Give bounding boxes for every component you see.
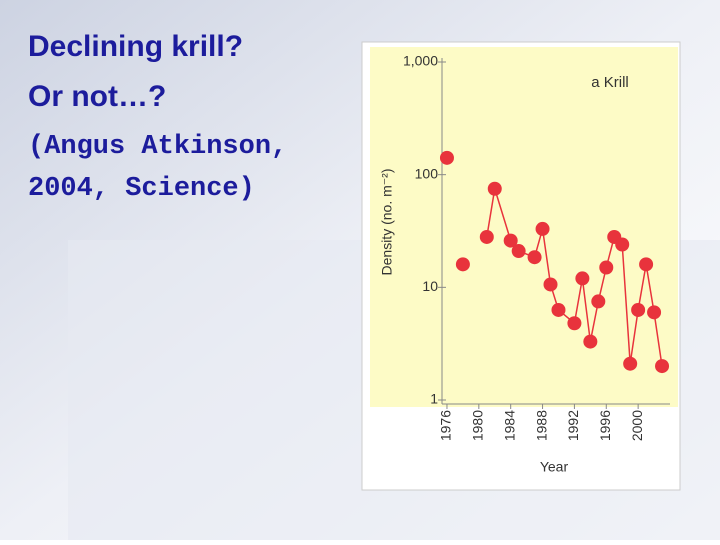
x-tick-label: 1976 (438, 410, 454, 441)
point (511, 244, 526, 259)
x-tick-label: 1992 (565, 410, 581, 441)
x-tick-label: 1980 (470, 410, 486, 441)
point (639, 257, 654, 272)
y-tick-label: 1,000 (403, 53, 438, 69)
point (655, 359, 670, 374)
point (623, 356, 638, 371)
x-tick-label: 2000 (629, 410, 645, 441)
point (599, 260, 614, 275)
point (455, 257, 470, 272)
citation: (Angus Atkinson, (28, 132, 287, 162)
point (583, 334, 598, 349)
y-tick-label: 1 (430, 391, 438, 407)
x-tick-label: 1996 (597, 410, 613, 441)
point (543, 277, 558, 292)
point (567, 316, 582, 331)
point (615, 237, 630, 252)
x-tick-label: 1988 (533, 410, 549, 441)
x-tick-label: 1984 (501, 410, 517, 441)
heading: Declining krill? (28, 30, 243, 63)
point (527, 250, 542, 265)
point (503, 233, 518, 248)
x-axis-label: Year (540, 459, 569, 475)
point (479, 229, 494, 244)
point (439, 150, 454, 165)
point (591, 294, 606, 309)
point (535, 221, 550, 236)
y-axis-label: Density (no. m⁻²) (379, 169, 395, 276)
point (487, 181, 502, 196)
plot-background (370, 47, 678, 407)
slide-text: Declining krill? Or not…? (Angus Atkinso… (28, 30, 287, 204)
point (631, 302, 646, 317)
point (647, 305, 662, 320)
y-tick-label: 100 (415, 165, 439, 181)
citation: 2004, Science) (28, 174, 255, 204)
heading: Or not…? (28, 80, 166, 113)
point (551, 302, 566, 317)
y-tick-label: 10 (422, 278, 438, 294)
point (575, 271, 590, 286)
annotation: a Krill (591, 74, 629, 91)
